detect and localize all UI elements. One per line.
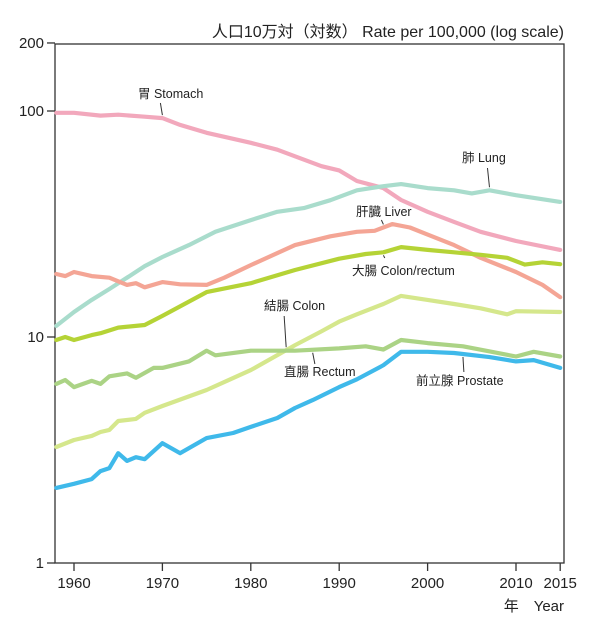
series-label: 直腸 Rectum	[284, 365, 356, 379]
label-leader	[382, 255, 386, 259]
chart-title: 人口10万対（対数） Rate per 100,000 (log scale)	[212, 23, 564, 41]
series-label: 胃 Stomach	[138, 87, 203, 101]
label-leader	[486, 167, 490, 188]
y-tick-label: 100	[19, 103, 44, 120]
x-tick-label: 1990	[323, 575, 356, 592]
x-tick-label: 2000	[411, 575, 444, 592]
label-leader	[312, 352, 316, 365]
series-line-3	[54, 245, 563, 343]
series-label: 結腸 Colon	[264, 299, 325, 313]
x-tick-label: 2015	[544, 575, 577, 592]
x-tick-label: 1980	[234, 575, 267, 592]
series-label: 肝臓 Liver	[356, 205, 412, 219]
x-tick-label: 2010	[499, 575, 532, 592]
series-label: 大腸 Colon/rectum	[352, 264, 455, 278]
x-axis-label: 年 Year	[504, 598, 564, 615]
series-group	[54, 110, 563, 490]
x-tick-label: 1960	[57, 575, 90, 592]
y-tick-label: 200	[19, 35, 44, 52]
label-leader	[283, 315, 287, 348]
x-axis: 1960 1970 1980 1990 2000 2010 2015	[57, 563, 577, 592]
y-axis: 1 10 100 200	[19, 35, 55, 572]
series-line-0	[54, 110, 563, 252]
plot-frame	[54, 43, 565, 564]
label-leader	[462, 356, 465, 373]
series-label: 肺 Lung	[462, 151, 506, 165]
series-line-2	[54, 222, 563, 300]
y-tick-label: 1	[36, 555, 44, 572]
label-leader	[380, 219, 384, 225]
label-leader	[159, 102, 163, 116]
y-tick-label: 10	[27, 329, 44, 346]
series-line-6	[54, 349, 563, 490]
series-line-5	[54, 337, 563, 390]
series-line-4	[54, 293, 563, 450]
series-labels: 胃 Stomach 肺 Lung 肝臓 Liver 大腸 Colon/rectum 結腸…	[138, 87, 506, 388]
x-tick-label: 1970	[146, 575, 179, 592]
series-label: 前立腺 Prostate	[416, 373, 504, 388]
